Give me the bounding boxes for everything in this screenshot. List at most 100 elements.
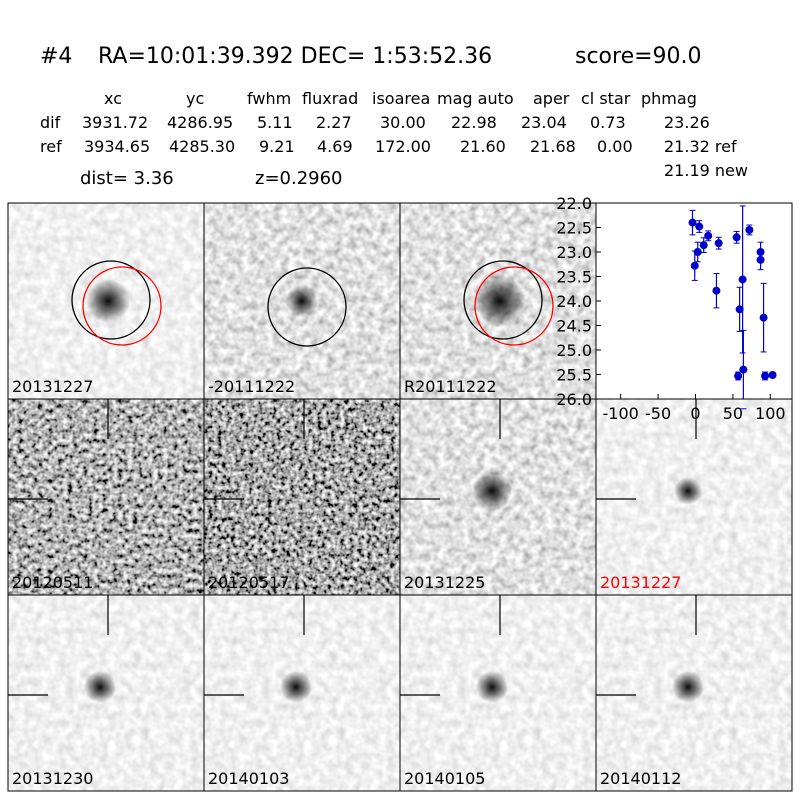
source-blob bbox=[280, 671, 312, 703]
table-cell: 0.00 bbox=[597, 137, 633, 156]
column-header: phmag bbox=[641, 89, 697, 108]
table-cell: 21.60 bbox=[460, 137, 506, 156]
y-tick-label: 24.5 bbox=[556, 317, 592, 336]
stamp-label: 20131227 bbox=[12, 377, 93, 396]
stamp: 20120511 bbox=[7, 398, 205, 596]
table-cell: 23.26 bbox=[664, 113, 710, 132]
column-header: fluxrad bbox=[302, 89, 358, 108]
stamp-label: 20140103 bbox=[208, 769, 289, 788]
source-blob bbox=[286, 285, 318, 317]
y-tick-label: 24.0 bbox=[556, 292, 592, 311]
table-cell: 3934.65 bbox=[84, 137, 150, 156]
data-point bbox=[704, 231, 713, 240]
data-point bbox=[738, 275, 747, 284]
stamp-label: 20131230 bbox=[12, 769, 93, 788]
table-cell: ref bbox=[40, 137, 62, 156]
table-cell: 22.98 bbox=[451, 113, 497, 132]
table-cell: dif bbox=[40, 113, 61, 132]
source-blob bbox=[84, 671, 116, 703]
y-tick-label: 23.5 bbox=[556, 268, 592, 287]
aperture bbox=[474, 266, 554, 346]
table-cell: 0.73 bbox=[590, 113, 626, 132]
source-blob bbox=[672, 671, 704, 703]
aperture bbox=[463, 260, 543, 340]
table-cell: 5.11 bbox=[257, 113, 293, 132]
x-tick-label: 0 bbox=[690, 404, 700, 423]
column-header: cl star bbox=[581, 89, 631, 108]
stamp: 20131225 bbox=[399, 398, 597, 596]
data-point bbox=[712, 286, 721, 295]
data-point bbox=[739, 365, 748, 374]
stamp-label: 20120511 bbox=[12, 573, 93, 592]
table-cell: 4.69 bbox=[317, 137, 353, 156]
plot-area bbox=[595, 202, 793, 400]
stamp: 20140103 bbox=[203, 594, 401, 792]
aperture bbox=[82, 266, 162, 346]
score: score=90.0 bbox=[575, 44, 702, 69]
y-tick-label: 22.0 bbox=[556, 194, 592, 213]
data-point bbox=[734, 371, 743, 380]
column-header: mag auto bbox=[437, 89, 514, 108]
stamp: 20131227 bbox=[595, 398, 793, 596]
table-cell: 23.04 bbox=[521, 113, 567, 132]
data-point bbox=[756, 255, 765, 264]
column-header: fwhm bbox=[247, 89, 291, 108]
y-tick-label: 22.5 bbox=[556, 219, 592, 238]
data-point bbox=[693, 248, 702, 256]
source-blob bbox=[674, 477, 702, 505]
x-tick-label: 50 bbox=[723, 404, 743, 423]
stamp-label: -20111222 bbox=[208, 377, 295, 396]
stamp-image bbox=[204, 399, 400, 595]
y-tick-label: 25.5 bbox=[556, 366, 592, 385]
stamp-frame bbox=[595, 594, 793, 792]
stamp: 20120517 bbox=[203, 398, 401, 596]
table-cell: 2.27 bbox=[316, 113, 352, 132]
stamp-label: 20140105 bbox=[404, 769, 485, 788]
table-cell: 9.21 bbox=[259, 137, 295, 156]
source-blob bbox=[476, 671, 508, 703]
table-cell: 4285.30 bbox=[169, 137, 235, 156]
data-point bbox=[768, 370, 777, 379]
coords: RA=10:01:39.392 DEC= 1:53:52.36 bbox=[98, 44, 492, 69]
stamp-label: 20120517 bbox=[208, 573, 289, 592]
dist: dist= 3.36 bbox=[80, 168, 174, 189]
stamp: 20131230 bbox=[7, 594, 205, 792]
table-cell: 4286.95 bbox=[167, 113, 233, 132]
column-header: isoarea bbox=[372, 89, 430, 108]
table-cell: 21.68 bbox=[530, 137, 576, 156]
data-point bbox=[695, 222, 704, 231]
source-blob bbox=[474, 275, 526, 327]
stamp: 20140112 bbox=[595, 594, 793, 792]
table-cell: 21.19 new bbox=[664, 161, 748, 180]
x-tick-label: -50 bbox=[645, 404, 671, 423]
stamp-label: R20111222 bbox=[404, 377, 497, 396]
column-header: yc bbox=[186, 89, 204, 108]
stamp: 20140105 bbox=[399, 594, 597, 792]
y-tick-label: 26.0 bbox=[556, 390, 592, 409]
aperture bbox=[71, 260, 151, 340]
data-point bbox=[761, 371, 770, 380]
source-blob bbox=[86, 279, 130, 323]
data-point bbox=[688, 218, 697, 227]
data-point bbox=[759, 313, 768, 322]
stamp: R20111222 bbox=[399, 202, 597, 400]
stamp-label: 20131227 bbox=[600, 573, 681, 592]
column-header: aper bbox=[533, 89, 570, 108]
data-point bbox=[714, 239, 723, 248]
data-point bbox=[690, 261, 699, 270]
stamp-image bbox=[8, 399, 204, 595]
y-tick-label: 25.0 bbox=[556, 341, 592, 360]
redshift: z=0.2960 bbox=[255, 168, 343, 189]
column-header: xc bbox=[104, 89, 122, 108]
table-cell: 30.00 bbox=[380, 113, 426, 132]
data-point bbox=[699, 241, 708, 250]
data-point bbox=[732, 233, 741, 242]
stamp: -20111222 bbox=[203, 202, 401, 400]
data-point bbox=[745, 225, 754, 234]
stamp-label: 20140112 bbox=[600, 769, 681, 788]
cand-id: #4 bbox=[40, 44, 72, 69]
aperture bbox=[267, 267, 347, 347]
table-cell: 3931.72 bbox=[82, 113, 148, 132]
stamp: 20131227 bbox=[7, 202, 205, 400]
